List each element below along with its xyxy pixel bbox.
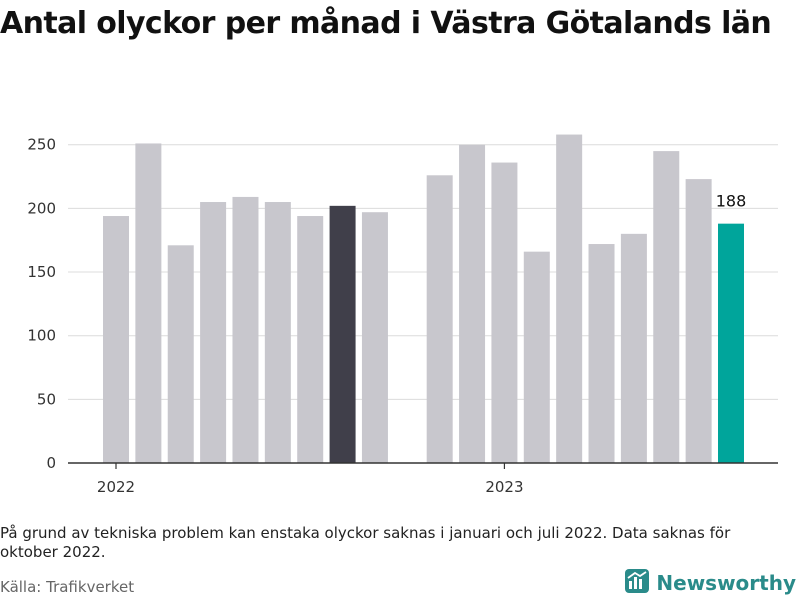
- y-tick-label: 50: [37, 390, 56, 408]
- data-label: 188: [716, 192, 747, 211]
- bar-2022-05: [232, 196, 259, 463]
- bar-2023-06: [653, 151, 680, 463]
- bar-2023-08: [718, 223, 744, 463]
- brand-name: Newsworthy: [656, 571, 796, 595]
- bars: [103, 134, 744, 464]
- bar-2022-11: [426, 175, 453, 463]
- x-tick-label: 2022: [97, 478, 135, 496]
- y-tick-label: 250: [27, 136, 56, 154]
- bar-2022-03: [167, 245, 194, 463]
- bar-chart: 0 50 100 150 200 250 188 2022 2023: [27, 134, 778, 496]
- bar-2023-02: [523, 251, 550, 463]
- y-tick-label: 200: [27, 199, 56, 217]
- brand-logo[interactable]: Newsworthy: [624, 568, 796, 598]
- bar-2022-04: [200, 202, 227, 463]
- bar-2023-05: [620, 233, 647, 463]
- y-axis-labels: 0 50 100 150 200 250: [27, 136, 56, 472]
- bar-2023-07: [685, 179, 712, 463]
- bar-2022-07: [297, 216, 324, 463]
- x-axis-labels: 2022 2023: [97, 463, 524, 496]
- bar-2022-12: [459, 144, 486, 463]
- y-tick-label: 0: [46, 454, 56, 472]
- bar-2022-06: [264, 202, 291, 463]
- source-text: Källa: Trafikverket: [0, 578, 135, 596]
- newsworthy-logo-icon: [624, 568, 650, 598]
- bar-2022-02: [135, 143, 162, 463]
- footnote: På grund av tekniska problem kan enstaka…: [0, 524, 731, 561]
- x-tick-label: 2023: [485, 478, 523, 496]
- bar-2022-08: [329, 205, 356, 463]
- y-tick-label: 150: [27, 263, 56, 281]
- data-labels: 188: [716, 192, 747, 211]
- bar-2023-04: [588, 244, 615, 463]
- bar-2023-01: [491, 162, 518, 464]
- y-tick-label: 100: [27, 327, 56, 345]
- bar-2023-03: [556, 134, 583, 464]
- bar-2022-01: [103, 216, 129, 463]
- chart-title: Antal olyckor per månad i Västra Götalan…: [0, 6, 772, 41]
- bar-2022-09: [361, 212, 388, 463]
